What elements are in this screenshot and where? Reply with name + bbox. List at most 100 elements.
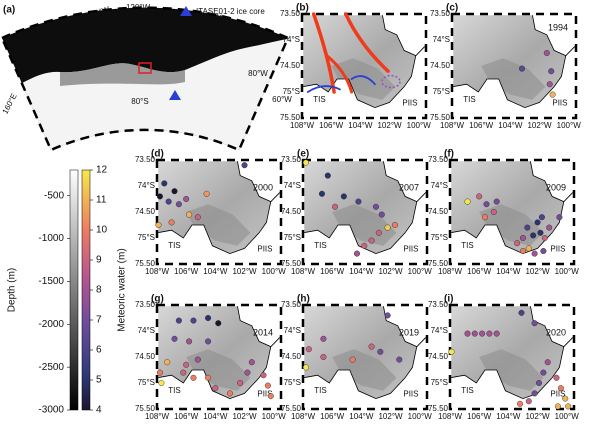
panel-map: 108°W 106°W 104°W 102°W 100°W 73.50 74°S 74.50 7… xyxy=(428,294,579,421)
station xyxy=(340,193,347,200)
station xyxy=(226,390,233,397)
y-tick-label: 75.50 xyxy=(280,113,301,122)
station xyxy=(546,224,553,231)
flow-arrow xyxy=(311,12,336,94)
station xyxy=(205,374,212,381)
station xyxy=(368,343,375,350)
y-tick-label: 75.50 xyxy=(135,404,156,413)
y-tick-label: 73.50 xyxy=(135,300,156,309)
y-tick-label: 75.50 xyxy=(428,259,449,268)
panel-label: (h) xyxy=(297,294,310,305)
y-tick-label: 74.50 xyxy=(428,352,449,361)
panel-map: 108°W 106°W 104°W 102°W 100°W 73.50 74°S 74.50 7… xyxy=(280,3,431,130)
x-tick-label: 102°W xyxy=(232,267,257,276)
fan-frame xyxy=(0,6,290,152)
y-tick-label: 75°S xyxy=(138,233,155,242)
station xyxy=(549,91,556,98)
region-label: PIIS xyxy=(257,245,272,254)
map-frame-dash xyxy=(301,303,429,411)
colorbar-tick-label: -500 xyxy=(44,190,64,201)
station xyxy=(377,348,384,355)
y-tick-label: 75°S xyxy=(138,378,155,387)
x-tick-label: 104°W xyxy=(349,267,374,276)
region-label: TIS xyxy=(313,95,325,104)
colorbar-title: Meteoric water (m) xyxy=(117,248,128,331)
year-label: 2000 xyxy=(253,182,273,192)
panel-label: (d) xyxy=(151,149,164,160)
station xyxy=(537,229,544,236)
station xyxy=(186,338,193,345)
station xyxy=(164,359,171,366)
station xyxy=(241,162,248,169)
station xyxy=(490,208,497,215)
colorbar-tick-label: 7 xyxy=(96,315,102,326)
y-tick-label: 75°S xyxy=(284,233,301,242)
station xyxy=(305,346,312,353)
station xyxy=(156,369,163,376)
panel-label: (c) xyxy=(446,3,458,14)
panel-label: (g) xyxy=(151,294,164,305)
station xyxy=(548,68,555,75)
colorbar-tick-label: 12 xyxy=(96,165,108,176)
colorbar xyxy=(69,169,79,411)
panel-label: (a) xyxy=(3,5,15,16)
station xyxy=(493,330,500,337)
y-tick-label: 75.50 xyxy=(428,404,449,413)
x-tick-label: 100°W xyxy=(408,412,433,421)
y-tick-label: 75°S xyxy=(431,233,448,242)
station xyxy=(476,193,483,200)
station xyxy=(562,395,569,402)
lon-label: 120°W xyxy=(126,3,151,12)
x-tick-label: 108°W xyxy=(440,121,465,130)
colorbar-tick-label: -2500 xyxy=(38,362,64,373)
x-tick-label: 102°W xyxy=(232,412,257,421)
flow-arrow xyxy=(350,75,376,86)
region-label: TIS xyxy=(168,241,180,250)
station xyxy=(557,385,564,392)
x-tick-label: 106°W xyxy=(174,267,199,276)
y-tick-label: 74°S xyxy=(284,181,301,190)
station xyxy=(175,317,182,324)
year-label: 2019 xyxy=(399,327,419,337)
station xyxy=(353,250,360,257)
station xyxy=(391,221,398,228)
y-tick-label: 74°S xyxy=(138,326,155,335)
shelf-trough xyxy=(332,349,397,391)
gyre xyxy=(381,74,401,89)
colorbar-tick-label: 5 xyxy=(96,375,102,386)
x-tick-label: 100°W xyxy=(557,121,582,130)
station xyxy=(194,214,201,221)
flow-arrow xyxy=(325,54,354,94)
lat-label: 70°S xyxy=(131,43,148,52)
station xyxy=(175,201,182,208)
x-tick-label: 102°W xyxy=(527,121,552,130)
x-tick-label: 100°W xyxy=(262,267,287,276)
panel-label: (f) xyxy=(444,149,454,160)
x-tick-label: 100°W xyxy=(407,121,432,130)
x-tick-label: 106°W xyxy=(319,121,344,130)
region-label: TIS xyxy=(461,241,473,250)
station xyxy=(320,335,327,342)
station xyxy=(183,195,190,202)
region-label: PIIS xyxy=(403,390,418,399)
station xyxy=(165,198,172,205)
station xyxy=(267,393,274,400)
x-tick-label: 106°W xyxy=(467,412,492,421)
lon-label: 160°E xyxy=(1,92,19,116)
station xyxy=(531,250,538,257)
station xyxy=(171,188,178,195)
station xyxy=(190,317,197,324)
map-frame-dash xyxy=(450,12,578,120)
station xyxy=(524,224,531,231)
y-tick-label: 73.50 xyxy=(430,9,451,18)
y-tick-label: 74°S xyxy=(431,181,448,190)
x-tick-label: 104°W xyxy=(498,121,523,130)
year-label: 2020 xyxy=(546,327,566,337)
station xyxy=(483,201,490,208)
region-label: TIS xyxy=(314,241,326,250)
station xyxy=(482,214,489,221)
flow-arrow xyxy=(344,12,390,73)
station xyxy=(448,348,455,355)
station xyxy=(553,374,560,381)
shelf-trough xyxy=(481,58,546,100)
